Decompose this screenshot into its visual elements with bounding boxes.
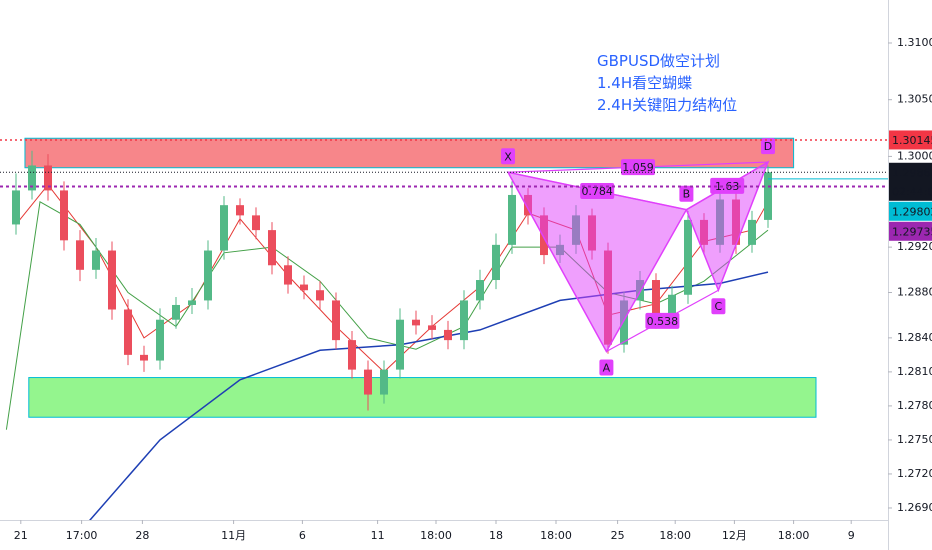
moving-average [89, 271, 769, 521]
price-tag [889, 201, 932, 221]
annotation: 1.4H看空蝴蝶 [597, 74, 692, 92]
candle-body [28, 165, 36, 191]
annotation: GBPUSD做空计划 [597, 52, 720, 70]
candle-body [252, 215, 260, 231]
candle-body [428, 325, 436, 330]
ratio-box [621, 159, 655, 176]
candle-body [92, 250, 100, 270]
candle-body [284, 265, 292, 285]
x-tick-label: 6 [299, 529, 306, 542]
x-tick-label: 18:00 [659, 529, 691, 542]
x-tick-label: 9 [848, 529, 855, 542]
x-tick-label: 17:00 [66, 529, 98, 542]
candle-body [508, 194, 516, 245]
price-tag [889, 221, 932, 241]
annotation: 2.4H关键阻力结构位 [597, 96, 737, 114]
price-tag-label: 1.29735 [892, 225, 932, 238]
price-tag [889, 130, 932, 150]
x-tick-label: 12月 [722, 529, 747, 542]
y-tick-label: 1.28800 [897, 285, 932, 298]
candle-body [364, 369, 372, 395]
ratio-label: 0.784 [581, 185, 613, 198]
ratio-box [645, 312, 680, 329]
candle-body [316, 290, 324, 301]
y-tick-label: 1.28400 [897, 331, 932, 344]
candle-body [204, 250, 212, 301]
ratio-label: 1.059 [622, 161, 654, 174]
candle-body [396, 319, 404, 370]
x-tick-label: 18 [489, 529, 503, 542]
point-label: C [715, 300, 723, 313]
y-tick-label: 1.27200 [897, 467, 932, 480]
candle-body [108, 250, 116, 310]
countdown: 02:44:08 [892, 185, 932, 198]
candle-body [268, 230, 276, 266]
candle-body [44, 165, 52, 191]
x-tick-label: 11 [371, 529, 385, 542]
point-label: A [603, 361, 611, 374]
zone [24, 137, 795, 169]
x-tick-label: 21 [14, 529, 28, 542]
ratio-label: 0.538 [647, 315, 679, 328]
candle-body [764, 172, 772, 220]
candle-body [652, 280, 660, 320]
candle-body [140, 354, 148, 361]
candle-body [236, 205, 244, 216]
y-tick-label: 1.27500 [897, 433, 932, 446]
y-tick-label: 1.30500 [897, 93, 932, 106]
y-tick-label: 1.27800 [897, 399, 932, 412]
candle-body [412, 319, 420, 326]
y-tick-label: 1.31000 [897, 36, 932, 49]
y-tick-label: 1.30000 [897, 149, 932, 162]
candle-body [460, 300, 468, 341]
point-label: D [764, 140, 772, 153]
candle-body [380, 369, 388, 395]
plot-area [5, 137, 817, 521]
candle-body [220, 205, 228, 251]
y-tick-label: 1.29200 [897, 240, 932, 253]
y-tick-label: 1.26900 [897, 501, 932, 514]
x-tick-label: 11月 [221, 529, 246, 542]
candle-body [444, 329, 452, 341]
point-label: B [683, 188, 691, 201]
x-tick-label: 28 [135, 529, 149, 542]
zone [28, 377, 817, 418]
point-label: X [504, 150, 512, 163]
candle-body [76, 240, 84, 270]
candle-body [492, 244, 500, 281]
candle-body [60, 190, 68, 241]
point-box [599, 359, 614, 376]
candle-body [172, 304, 180, 320]
y-tick-label: 1.28100 [897, 365, 932, 378]
moving-average [15, 183, 769, 373]
candle-body [124, 309, 132, 355]
x-tick-label: 18:00 [540, 529, 572, 542]
point-box [761, 138, 775, 155]
point-box [501, 148, 515, 165]
price-tag-label: 1.29802 [892, 205, 932, 218]
candle-body [300, 284, 308, 291]
candle-body [684, 219, 692, 295]
point-box [711, 298, 726, 315]
candle-body [476, 280, 484, 301]
x-tick-label: 25 [611, 529, 625, 542]
candle-body [348, 340, 356, 370]
x-tick-label: 18:00 [420, 529, 452, 542]
candle-body [748, 219, 756, 245]
candle-body [332, 300, 340, 341]
point-box [679, 185, 694, 202]
candle-body [668, 294, 676, 320]
candle-body [620, 300, 628, 345]
candle-body [156, 319, 164, 361]
candle-body [188, 300, 196, 305]
x-tick-label: 18:00 [778, 529, 810, 542]
price-tag [889, 162, 932, 201]
price-tag-label: 1.30145 [892, 134, 932, 147]
candle-body [12, 190, 20, 225]
